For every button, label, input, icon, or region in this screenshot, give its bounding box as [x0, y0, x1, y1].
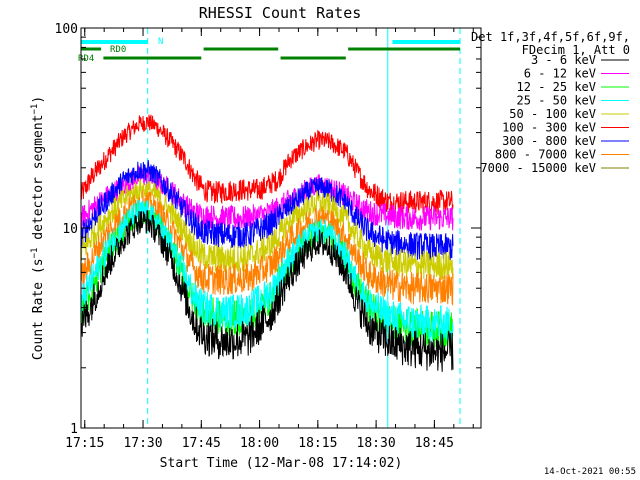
y-axis-label-main: Count Rate (s — [31, 258, 46, 360]
plot-area: N RD0 RD4 — [78, 28, 461, 428]
x-tick-label-2: 17:45 — [182, 436, 221, 451]
legend-label-3: 25 - 50 keV — [517, 94, 596, 108]
state-bar-label-rd4: RD4 — [78, 54, 94, 64]
x-tick-label-4: 18:15 — [298, 436, 337, 451]
legend-label-0: 3 - 6 keV — [531, 53, 596, 67]
y-axis-label-end: ) — [31, 96, 46, 104]
state-bar-label-cyan: N — [158, 37, 163, 47]
x-axis-label: Start Time (12-Mar-08 17:14:02) — [160, 456, 403, 471]
y-axis-label-exp2: −1 — [30, 104, 40, 115]
legend: Det 1f,3f,4f,5f,6f,9f,FDecim 1, Att 03 -… — [471, 30, 630, 175]
x-tick-label-3: 18:00 — [240, 436, 279, 451]
y-tick-label-2: 100 — [55, 22, 78, 37]
legend-label-1: 6 - 12 keV — [524, 67, 596, 81]
legend-label-2: 12 - 25 keV — [517, 80, 596, 94]
y-tick-label-1: 10 — [62, 222, 78, 237]
series-line-4 — [80, 190, 454, 307]
x-tick-label-0: 17:15 — [65, 436, 104, 451]
axes: 17:15 17:30 17:45 18:00 18:15 18:30 18:45 1 10 10… — [55, 22, 481, 451]
series-line-6 — [80, 199, 454, 342]
series-line-7 — [80, 210, 454, 372]
state-bar-label-rd0: RD0 — [110, 45, 126, 55]
y-tick-label-0: 1 — [70, 422, 78, 437]
y-axis-label-mid: detector segment — [31, 115, 46, 248]
legend-label-7: 800 - 7000 keV — [495, 148, 596, 162]
y-axis-label: Count Rate (s−1 detector segment−1) — [30, 96, 46, 360]
legend-header-1: FDecim 1, Att 0 — [522, 43, 630, 57]
legend-label-5: 100 - 300 keV — [502, 121, 596, 135]
legend-label-6: 300 - 800 keV — [502, 134, 596, 148]
x-tick-label-1: 17:30 — [123, 436, 162, 451]
legend-header-0: Det 1f,3f,4f,5f,6f,9f, — [471, 30, 630, 44]
y-axis-label-exp1: −1 — [30, 248, 40, 259]
x-tick-label-6: 18:45 — [415, 436, 454, 451]
x-tick-label-5: 18:30 — [357, 436, 396, 451]
legend-label-8: 7000 - 15000 keV — [480, 161, 596, 175]
chart-title: RHESSI Count Rates — [199, 4, 362, 22]
footer-timestamp: 14-Oct-2021 00:55 — [544, 467, 636, 477]
legend-label-4: 50 - 100 keV — [509, 107, 596, 121]
